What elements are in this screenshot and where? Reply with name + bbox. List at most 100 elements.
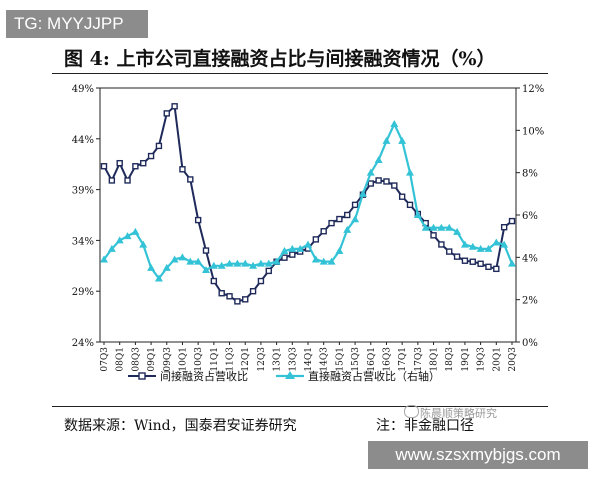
direct-point [147, 263, 156, 271]
direct-point [288, 244, 297, 252]
x-tick-label: 14Q3 [320, 347, 330, 372]
indirect-point [226, 293, 233, 300]
direct-point [225, 259, 234, 267]
direct-point [351, 215, 360, 223]
indirect-point [218, 290, 225, 297]
indirect-point [383, 178, 390, 185]
x-tick-label: 17Q3 [414, 347, 424, 372]
indirect-point [116, 159, 123, 167]
direct-point [327, 257, 336, 265]
x-tick-label: 12Q3 [257, 347, 267, 372]
indirect-point [108, 177, 116, 184]
indirect-point [375, 177, 382, 184]
indirect-point [398, 193, 406, 200]
indirect-series-line [103, 104, 513, 303]
x-tick-label: 15Q1 [335, 347, 345, 372]
indirect-point [132, 163, 139, 170]
direct-point [304, 240, 312, 248]
direct-point [194, 257, 203, 265]
indirect-point [477, 260, 484, 267]
title-rule [52, 73, 548, 74]
direct-point [272, 257, 281, 265]
direct-point [233, 259, 242, 267]
direct-point [508, 259, 516, 267]
indirect-point [344, 211, 351, 219]
direct-point [358, 189, 367, 197]
direct-point [202, 266, 210, 274]
direct-point [170, 255, 179, 263]
direct-point [123, 232, 132, 240]
direct-point [429, 223, 438, 231]
right-tick-label: 2% [522, 296, 538, 307]
direct-point [406, 168, 414, 176]
indirect-point [210, 277, 218, 285]
x-tick-label: 13Q1 [273, 347, 283, 372]
source-text: 数据来源：Wind，国泰君安证券研究 [64, 418, 297, 434]
x-tick-label: 13Q3 [288, 347, 298, 372]
indirect-point [140, 159, 147, 167]
indirect-point [257, 277, 265, 285]
top-tag: TG: MYYJJPP [6, 10, 148, 38]
indirect-point [493, 265, 500, 273]
indirect-point [100, 163, 108, 170]
line-chart: 24% 29% 34% 39% 44% 49% 0% 2% 4% 6% 8% 10% 12% 07Q3 08… [72, 84, 544, 383]
indirect-point [320, 228, 327, 235]
x-tick-label: 19Q1 [461, 347, 471, 372]
left-tick-label: 39% [72, 186, 94, 197]
indirect-point [367, 180, 374, 187]
indirect-point [438, 241, 445, 248]
direct-point [178, 253, 187, 261]
direct-point [209, 261, 218, 269]
legend-label-indirect: 间接融资占营收比 [160, 369, 248, 383]
indirect-point [508, 217, 516, 225]
x-tick-label: 09Q3 [163, 347, 173, 372]
indirect-point [461, 257, 469, 264]
x-tick-label: 11Q1 [210, 347, 220, 372]
indirect-point [312, 236, 320, 243]
indirect-point [281, 254, 288, 261]
indirect-point [249, 287, 257, 295]
indirect-point [155, 142, 163, 150]
direct-point [115, 236, 124, 244]
x-tick-label: 18Q1 [430, 347, 440, 372]
indirect-point [124, 177, 131, 184]
right-tick-label: 12% [522, 84, 544, 95]
indirect-point [328, 219, 335, 227]
direct-point [468, 242, 477, 250]
indirect-point [336, 215, 343, 223]
indirect-point [351, 201, 359, 209]
direct-point [100, 255, 108, 263]
watermark-text: 陈晨顺策略研究 [420, 407, 497, 420]
x-tick-label: 12Q1 [241, 347, 251, 372]
direct-point [390, 119, 399, 127]
indirect-point [163, 110, 170, 117]
x-tick-label: 08Q3 [131, 347, 141, 372]
direct-point [107, 244, 116, 252]
x-tick-label: 16Q1 [367, 347, 377, 372]
direct-point [421, 223, 430, 231]
x-tick-label: 18Q3 [445, 347, 455, 372]
right-tick-label: 6% [522, 211, 538, 222]
direct-point [131, 227, 140, 235]
x-tick-label: 15Q3 [351, 347, 361, 372]
indirect-point [147, 152, 155, 160]
direct-point [249, 261, 258, 269]
right-tick-label: 4% [522, 253, 538, 264]
indirect-point [430, 232, 437, 239]
x-tick-label: 20Q1 [492, 347, 502, 372]
right-tick-label: 8% [522, 169, 538, 180]
direct-point [311, 255, 320, 263]
direct-point [500, 240, 509, 248]
direct-point [343, 225, 352, 233]
direct-point [382, 136, 391, 144]
indirect-point [446, 248, 453, 255]
right-tick-label: 0% [522, 338, 538, 349]
direct-point [319, 257, 328, 265]
indirect-point [234, 298, 241, 305]
indirect-point [485, 263, 492, 271]
direct-point [366, 168, 375, 176]
direct-point [154, 274, 163, 282]
indirect-point [202, 247, 210, 254]
indirect-point [242, 296, 249, 303]
direct-point [460, 240, 469, 248]
